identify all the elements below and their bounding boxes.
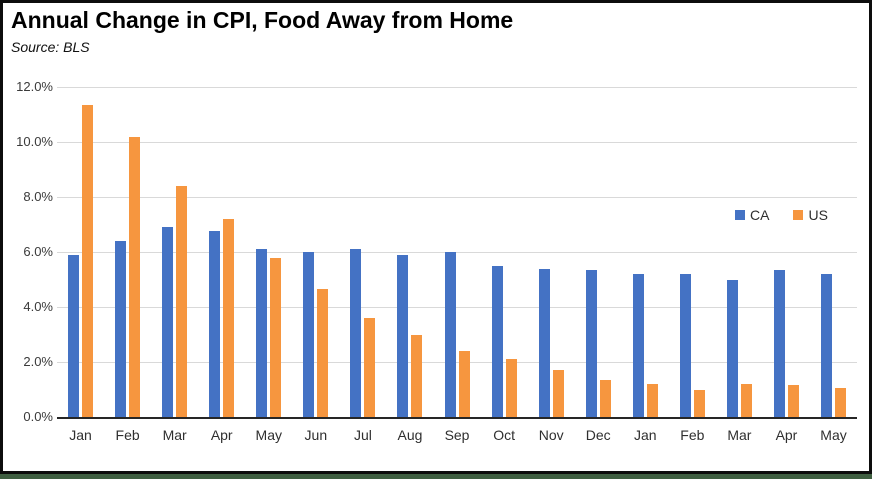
x-tick-label: Oct [493,427,515,443]
legend-item-ca: CA [735,207,769,223]
x-tick-label: Nov [538,427,564,443]
y-tick-label: 10.0% [16,134,53,149]
category-slot-may-16 [810,87,857,417]
x-tick-label: May [255,427,282,443]
ca-bar [679,274,691,417]
gridline [57,307,857,308]
us-bar [223,219,235,417]
legend: CA US [735,207,828,223]
category-slot-jan-0 [57,87,104,417]
category-slot-jul-6 [339,87,386,417]
us-bar [693,389,705,417]
category-slot-feb-1 [104,87,151,417]
category-slot-oct-9 [481,87,528,417]
us-bar [411,334,423,417]
us-bar [82,104,94,417]
category-slot-mar-14 [716,87,763,417]
x-tick-label: Feb [115,427,140,443]
us-bar [129,136,141,417]
category-slot-sep-8 [434,87,481,417]
us-bar [364,318,376,417]
x-tick-label: Sep [444,427,470,443]
us-bar [599,379,611,417]
ca-bar [68,254,80,417]
y-tick-label: 12.0% [16,79,53,94]
category-slot-may-4 [245,87,292,417]
gridline [57,142,857,143]
ca-bar [821,274,833,417]
x-tick-label: Jan [633,427,657,443]
ca-bar [115,241,127,417]
us-bar [835,388,847,417]
legend-item-us: US [793,207,828,223]
us-bar [317,289,329,417]
gridline [57,252,857,253]
x-tick-label: May [820,427,847,443]
category-slot-apr-3 [198,87,245,417]
category-slot-aug-7 [386,87,433,417]
category-slot-jun-5 [292,87,339,417]
x-tick-label: Jun [304,427,328,443]
category-slot-nov-10 [528,87,575,417]
ca-bar [256,249,268,417]
gridline [57,197,857,198]
us-bar [505,359,517,417]
ca-bar [162,227,174,417]
bottom-accent-strip [0,474,872,479]
ca-bar [491,265,503,417]
category-slot-feb-13 [669,87,716,417]
us-bar [552,370,564,417]
y-tick-label: 2.0% [23,354,53,369]
gridline [57,362,857,363]
y-tick-label: 6.0% [23,244,53,259]
window-bottom-border [0,471,872,474]
y-tick-label: 4.0% [23,299,53,314]
ca-bar [209,231,221,417]
us-series-swatch-icon [793,210,804,220]
x-tick-label: Apr [210,427,233,443]
ca-bar [632,274,644,417]
us-bar [176,186,188,417]
x-tick-label: Dec [585,427,611,443]
category-slot-mar-2 [151,87,198,417]
ca-bar [538,268,550,417]
x-tick-label: Mar [727,427,752,443]
us-bar [740,384,752,417]
chart-title: Annual Change in CPI, Food Away from Hom… [11,7,514,33]
category-slot-jan-12 [622,87,669,417]
legend-label-ca: CA [750,207,770,223]
us-bar [458,351,470,417]
chart-source-label: Source: BLS [11,39,90,55]
ca-bar [350,249,362,417]
x-tick-label: Apr [775,427,798,443]
ca-bar [303,252,315,417]
x-tick-label: Aug [397,427,423,443]
category-slot-apr-15 [763,87,810,417]
category-slot-dec-11 [575,87,622,417]
ca-bar [726,279,738,417]
x-tick-label: Jul [353,427,372,443]
ca-series-swatch-icon [735,210,745,220]
y-tick-label: 0.0% [23,409,53,424]
plot-area [57,87,857,419]
ca-bar [773,269,785,417]
legend-label-us: US [808,207,828,223]
bars-row [57,87,857,417]
ca-bar [397,254,409,417]
x-tick-label: Feb [680,427,705,443]
y-tick-label: 8.0% [23,189,53,204]
us-bar [646,384,658,417]
ca-bar [585,269,597,417]
us-bar [270,257,282,417]
x-tick-label: Mar [162,427,187,443]
x-axis-labels: Jan Feb Mar Apr May Jun Jul Aug Sep Oct Nov Dec Jan F… [57,427,857,443]
gridline [57,87,857,88]
x-tick-label: Jan [69,427,92,443]
ca-bar [444,252,456,417]
us-bar [787,385,799,417]
